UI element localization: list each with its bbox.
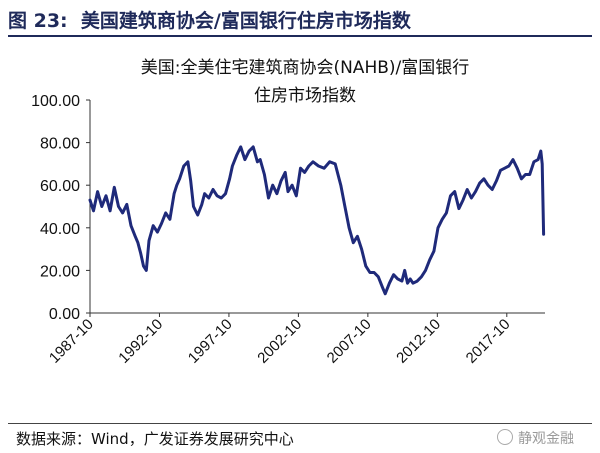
x-tick-label: 1997-10 (185, 316, 236, 367)
figure-title: 图 23: 美国建筑商协会/富国银行住房市场指数 (8, 6, 411, 33)
footer-rule (8, 423, 592, 424)
y-tick-label: 0.00 (49, 306, 80, 323)
y-tick-label: 60.00 (40, 178, 80, 195)
wechat-icon (497, 429, 513, 445)
y-axis: 0.00 20.00 40.00 60.00 80.00 100.00 (31, 93, 91, 323)
x-tick-label: 1992-10 (115, 316, 166, 367)
figure-title-text: 美国建筑商协会/富国银行住房市场指数 (80, 10, 411, 32)
x-tick-label: 2002-10 (254, 316, 305, 367)
x-tick-label: 2012-10 (393, 316, 444, 367)
x-tick-label: 2007-10 (324, 316, 375, 367)
x-tick-label: 1987-10 (46, 316, 97, 367)
series-line-0 (88, 145, 546, 296)
x-tick-label: 2017-10 (463, 316, 514, 367)
figure-label: 图 23: (8, 10, 68, 32)
figure-header: 图 23: 美国建筑商协会/富国银行住房市场指数 (0, 0, 600, 40)
header-rule (8, 35, 592, 37)
watermark: 静观金融 (497, 428, 574, 448)
y-tick-label: 100.00 (31, 93, 80, 110)
chart-title: 美国:全美住宅建筑商协会(NAHB)/富国银行 住房市场指数 (60, 54, 550, 110)
watermark-text: 静观金融 (518, 431, 574, 447)
y-tick-label: 40.00 (40, 221, 80, 238)
series-line (88, 145, 546, 296)
chart-title-line-2: 住房市场指数 (254, 86, 356, 106)
source-note: 数据来源：Wind，广发证券发展研究中心 (16, 430, 294, 448)
y-tick-label: 20.00 (40, 263, 80, 280)
x-axis: 1987-10 1992-10 1997-10 2002-10 2007-10 2012-… (46, 312, 545, 367)
y-tick-label: 80.00 (40, 136, 80, 153)
chart-title-line-1: 美国:全美住宅建筑商协会(NAHB)/富国银行 (140, 58, 470, 78)
